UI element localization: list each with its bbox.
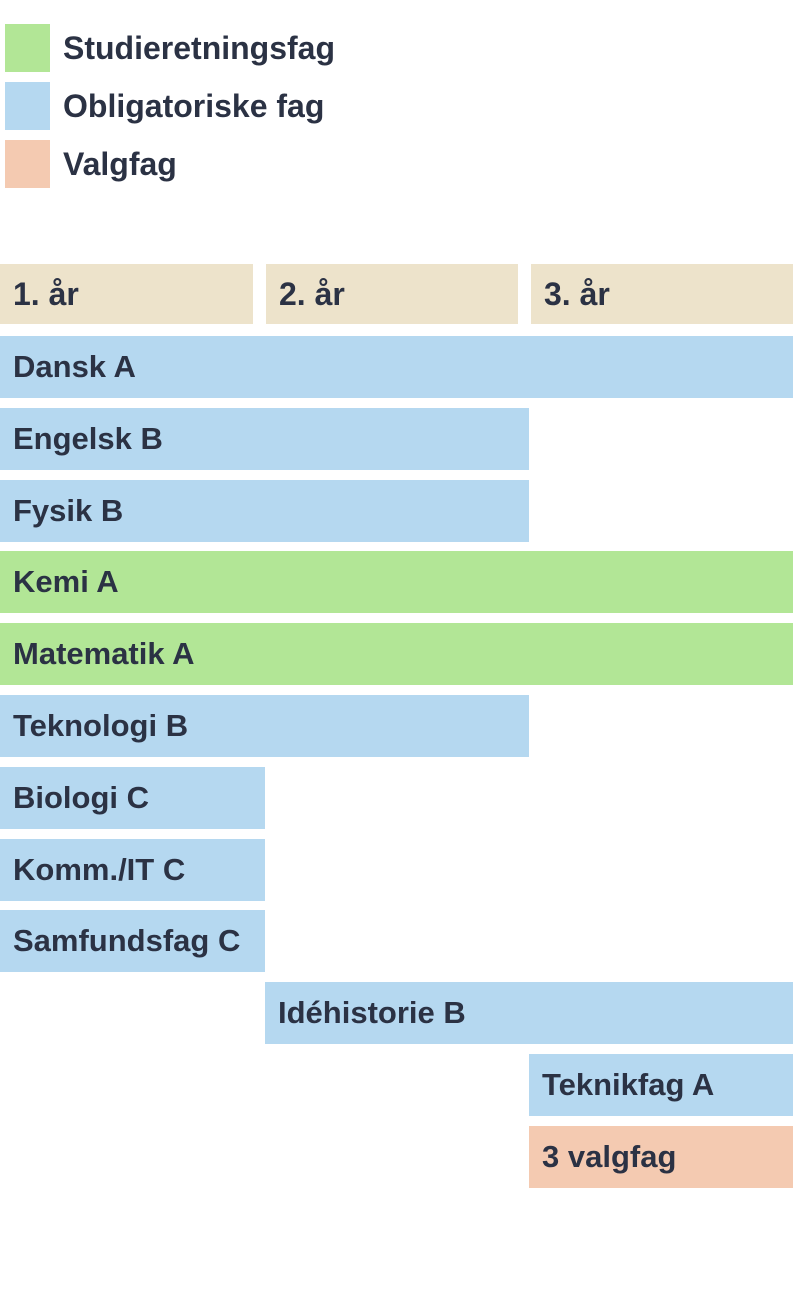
- legend-item-studieretningsfag: Studieretningsfag: [5, 24, 335, 72]
- subject-bar-label: Fysik B: [13, 493, 124, 528]
- subject-bar: Samfundsfag C: [0, 910, 265, 972]
- subject-bar-label: Komm./IT C: [13, 852, 186, 887]
- subject-bar-label: Dansk A: [13, 349, 136, 384]
- subject-bar-label: Teknologi B: [13, 708, 189, 743]
- subject-bar-label: Matematik A: [13, 636, 195, 671]
- year-header-1: 1. år: [0, 264, 253, 324]
- year-header-2: 2. år: [266, 264, 518, 324]
- year-header-3: 3. år: [531, 264, 793, 324]
- legend-swatch-valgfag: [5, 140, 50, 188]
- year-header-label: 2. år: [279, 275, 345, 312]
- subject-bar: Engelsk B: [0, 408, 529, 470]
- subject-bar-label: 3 valgfag: [542, 1139, 677, 1174]
- subject-bar: Idéhistorie B: [265, 982, 793, 1044]
- year-header-label: 3. år: [544, 275, 610, 312]
- subject-bar: Kemi A: [0, 551, 793, 613]
- legend-swatch-obligatoriske-fag: [5, 82, 50, 130]
- legend-label: Obligatoriske fag: [63, 87, 325, 124]
- legend-item-obligatoriske-fag: Obligatoriske fag: [5, 82, 324, 130]
- legend-item-valgfag: Valgfag: [5, 140, 177, 188]
- subject-bar: Biologi C: [0, 767, 265, 829]
- legend-label: Valgfag: [63, 145, 177, 182]
- legend-swatch-studieretningsfag: [5, 24, 50, 72]
- subject-bar-label: Kemi A: [13, 564, 119, 599]
- subject-bar-label: Engelsk B: [13, 421, 163, 456]
- subject-bar: Teknologi B: [0, 695, 529, 757]
- legend-label: Studieretningsfag: [63, 29, 336, 66]
- subject-bar-label: Biologi C: [13, 780, 150, 815]
- subject-bar: 3 valgfag: [529, 1126, 793, 1188]
- year-header-label: 1. år: [13, 275, 79, 312]
- subject-bar: Matematik A: [0, 623, 793, 685]
- subject-bar: Teknikfag A: [529, 1054, 793, 1116]
- subject-bar: Dansk A: [0, 336, 793, 398]
- subject-bar-label: Teknikfag A: [542, 1067, 715, 1102]
- subject-bar-label: Idéhistorie B: [278, 995, 466, 1030]
- subject-bar-label: Samfundsfag C: [13, 923, 241, 958]
- subject-bar: Fysik B: [0, 480, 529, 542]
- subject-bar: Komm./IT C: [0, 839, 265, 901]
